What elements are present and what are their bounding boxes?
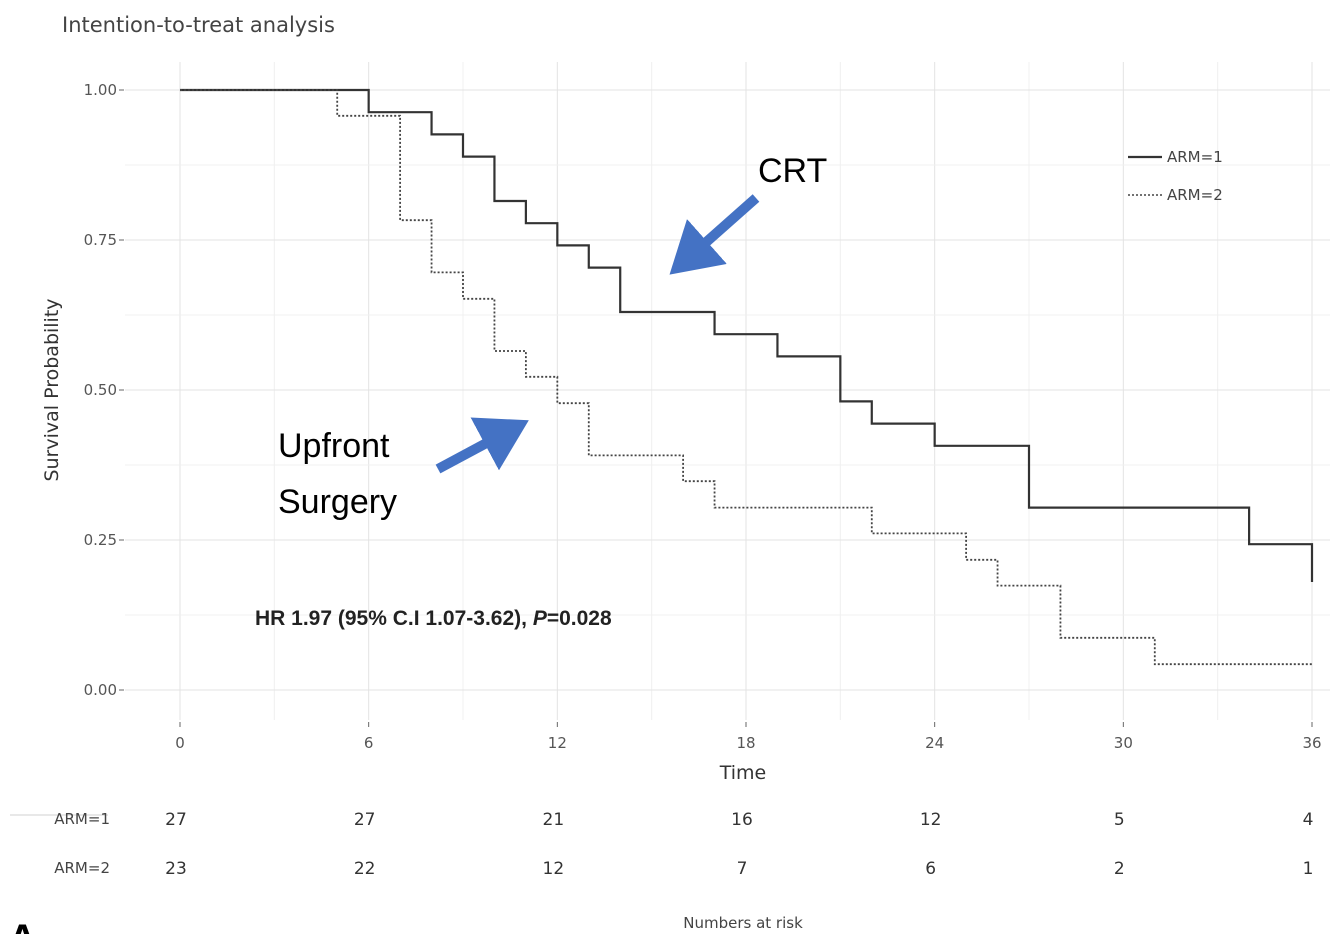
panel-letter: A: [8, 917, 37, 934]
chart-title: Intention-to-treat analysis: [62, 13, 335, 37]
y-tick-label: 0.50: [84, 381, 117, 399]
x-tick-label: 18: [736, 734, 755, 752]
risk-value: 27: [165, 810, 187, 830]
upfront-annotation-line2: Surgery: [278, 483, 397, 521]
risk-value: 4: [1303, 810, 1314, 830]
crt-annotation: CRT: [758, 152, 827, 190]
risk-row-label: ARM=1: [54, 810, 110, 828]
y-tick-label: 0.75: [84, 231, 117, 249]
x-axis-ticks: 0 6 12 18 24 30 36: [175, 722, 1322, 752]
legend: ARM=1 ARM=2: [1128, 148, 1223, 204]
legend-label-arm2: ARM=2: [1167, 186, 1223, 204]
risk-value: 22: [354, 859, 376, 879]
y-tick-label: 1.00: [84, 81, 117, 99]
risk-value: 12: [920, 810, 942, 830]
hazard-ratio-annotation: HR 1.97 (95% C.I 1.07-3.62), P=0.028: [255, 607, 612, 630]
risk-value: 16: [731, 810, 753, 830]
x-axis-label: Time: [719, 762, 767, 784]
upfront-arrow: [435, 417, 529, 474]
risk-value: 21: [543, 810, 565, 830]
crt-arrow: [669, 194, 760, 275]
risk-table-title: Numbers at risk: [683, 914, 803, 932]
x-tick-label: 36: [1302, 734, 1321, 752]
risk-value: 27: [354, 810, 376, 830]
risk-value: 12: [543, 859, 565, 879]
hr-p-value: =0.028: [547, 607, 612, 630]
risk-value: 7: [737, 859, 748, 879]
x-tick-label: 0: [175, 734, 185, 752]
risk-value: 5: [1114, 810, 1125, 830]
y-tick-label: 0.25: [84, 531, 117, 549]
risk-row-label: ARM=2: [54, 859, 110, 877]
survival-curve-arm-2: [180, 89, 1312, 666]
x-tick-label: 24: [925, 734, 944, 752]
x-tick-label: 6: [364, 734, 374, 752]
plot-background: [125, 62, 1330, 720]
risk-value: 1: [1303, 859, 1314, 879]
survival-curve-arm-1: [180, 88, 1314, 582]
x-tick-label: 12: [548, 734, 567, 752]
legend-label-arm1: ARM=1: [1167, 148, 1223, 166]
y-axis-ticks: 0.00 0.25 0.50 0.75 1.00: [84, 81, 124, 699]
gridlines: [125, 62, 1330, 720]
risk-value: 23: [165, 859, 187, 879]
x-tick-label: 30: [1114, 734, 1133, 752]
risk-value: 6: [925, 859, 936, 879]
hr-prefix: HR 1.97 (95% C.I 1.07-3.62),: [255, 607, 533, 630]
hr-p-symbol: P: [533, 607, 548, 630]
risk-value: 2: [1114, 859, 1125, 879]
y-tick-label: 0.00: [84, 681, 117, 699]
upfront-annotation-line1: Upfront: [278, 427, 390, 465]
survival-curves: [180, 88, 1314, 666]
y-axis-label: Survival Probability: [41, 298, 63, 481]
